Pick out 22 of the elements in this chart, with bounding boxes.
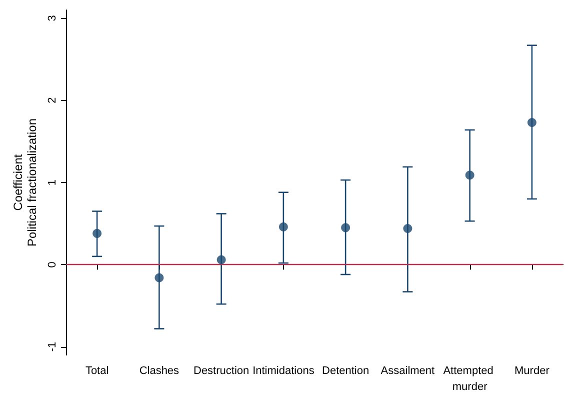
x-tick-label: Intimidations: [252, 365, 315, 377]
y-axis-title: Coefficient Political fractionalization: [11, 118, 40, 247]
point: [341, 223, 350, 232]
x-tick-label: Detention: [322, 365, 370, 377]
y-tick-label: 3: [46, 15, 58, 22]
x-tick-label: Total: [85, 365, 109, 377]
point: [527, 118, 536, 128]
x-tick-label: Assailment: [380, 365, 435, 377]
y-tick-label: 0: [46, 262, 58, 268]
x-tick-label: Murder: [514, 365, 550, 377]
point: [403, 224, 412, 233]
point: [278, 222, 288, 232]
y-tick-label: -1: [46, 342, 58, 352]
y-tick-label: 2: [46, 97, 58, 104]
point: [154, 273, 164, 282]
point: [92, 228, 102, 238]
point: [465, 170, 474, 180]
x-tick-label: Clashes: [139, 365, 180, 377]
point: [216, 255, 226, 264]
x-tick-label: Attempted murder: [443, 365, 496, 393]
y-tick-label: 1: [46, 179, 58, 186]
x-tick-label: Destruction: [193, 365, 250, 377]
